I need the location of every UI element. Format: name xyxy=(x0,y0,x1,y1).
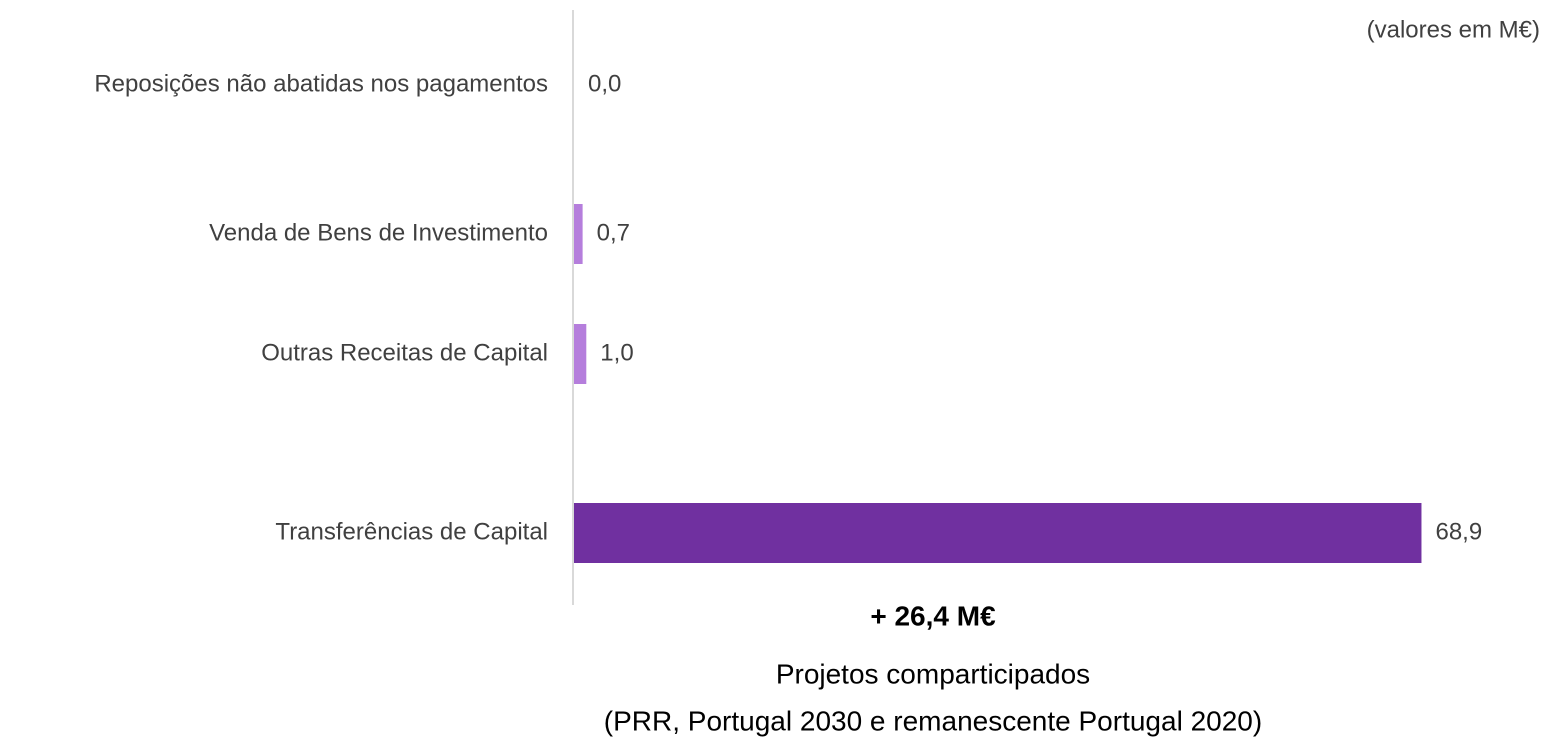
value-label: 0,7 xyxy=(597,219,630,246)
bar xyxy=(574,324,587,384)
y-tick-label: Transferências de Capital xyxy=(275,518,548,545)
annotation-line: (PRR, Portugal 2030 e remanescente Portu… xyxy=(604,705,1262,736)
y-tick-label: Venda de Bens de Investimento xyxy=(209,219,548,246)
annotation-line: Projetos comparticipados xyxy=(776,658,1090,689)
value-label: 1,0 xyxy=(600,339,633,366)
unit-note: (valores em M€) xyxy=(1367,16,1540,43)
annotation-total: + 26,4 M€ xyxy=(870,600,996,631)
bar xyxy=(574,503,1422,563)
y-tick-label: Reposições não abatidas nos pagamentos xyxy=(94,70,548,97)
value-label: 0,0 xyxy=(588,70,621,97)
bar xyxy=(574,204,583,264)
y-tick-label: Outras Receitas de Capital xyxy=(261,339,548,366)
value-label: 68,9 xyxy=(1435,518,1482,545)
